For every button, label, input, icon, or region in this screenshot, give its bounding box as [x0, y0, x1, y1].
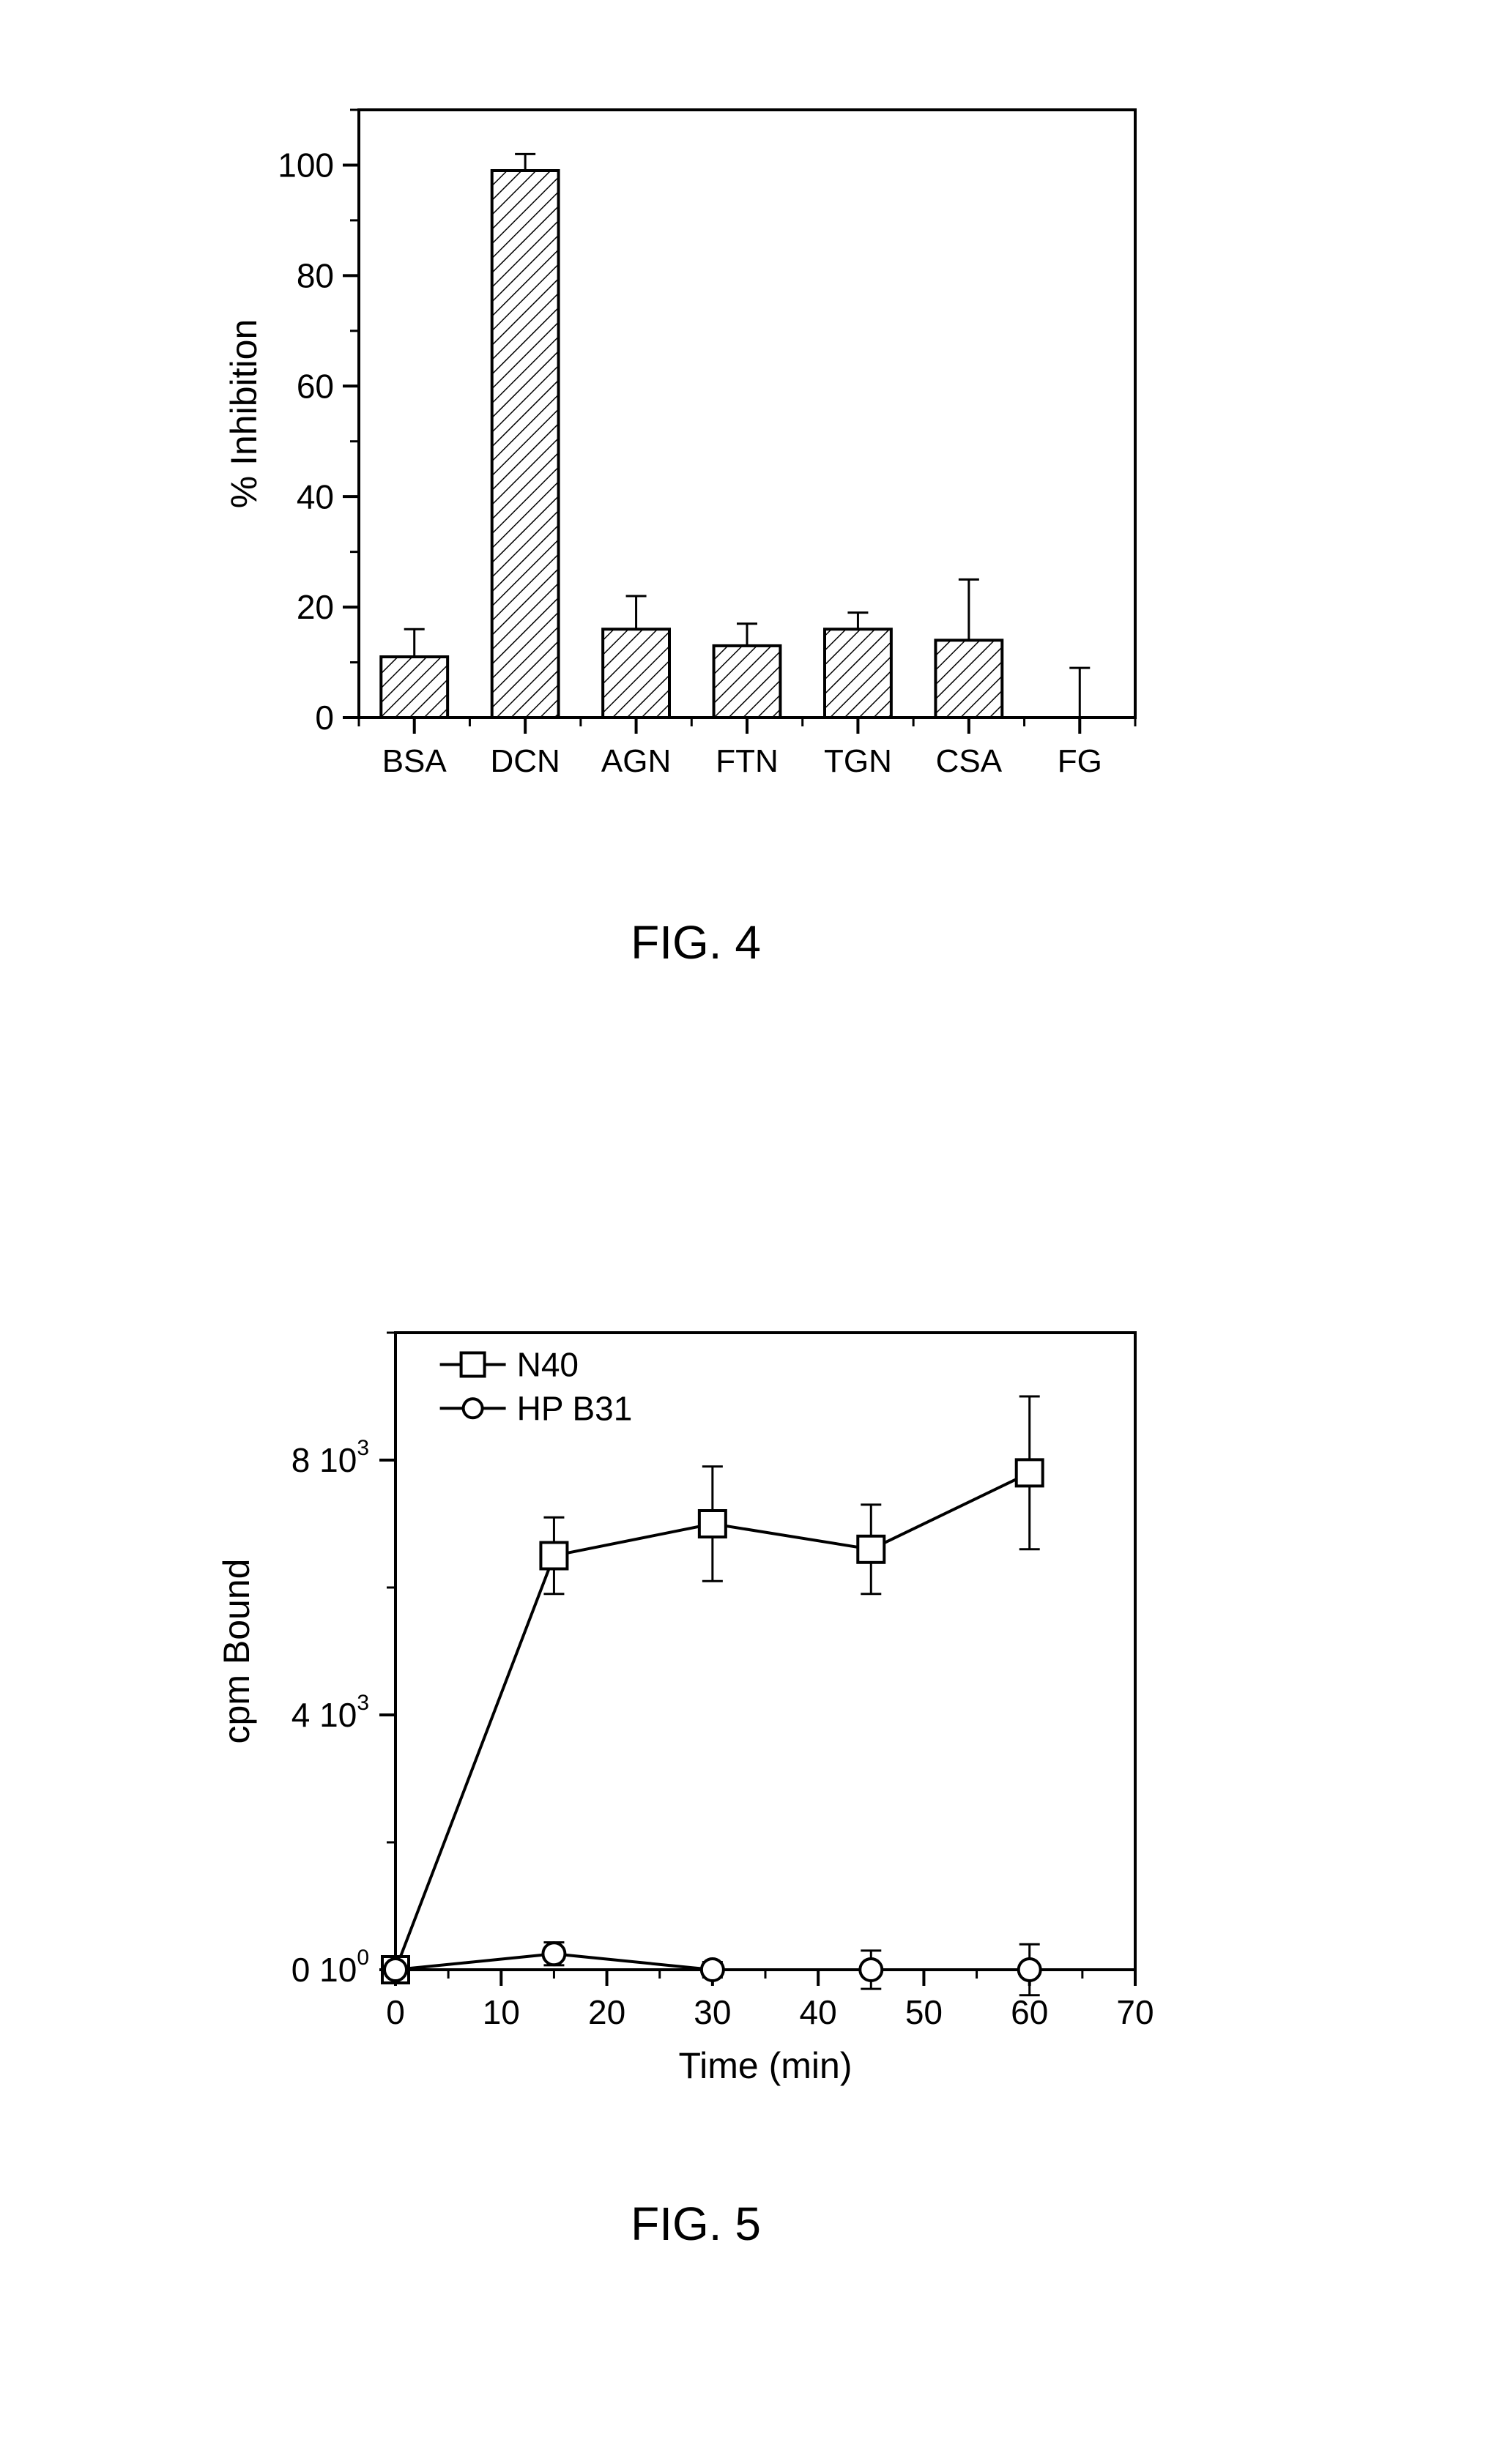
bar [714, 646, 781, 718]
x-tick-label: FG [1058, 743, 1102, 779]
x-tick-label: DCN [490, 743, 560, 779]
figure-5: 0 10 20 30 40 50 60 70 Time (min) 0 100 4 103 8 103… [190, 1289, 1201, 2167]
x-tick-label: FTN [716, 743, 779, 779]
bar [935, 640, 1002, 718]
x-tick-label: 30 [694, 1993, 731, 2031]
bar-chart: 0 20 40 60 80 100 % Inhibition BSA DCN AGN FTN TGN C… [190, 81, 1201, 893]
y-tick-label: 40 [297, 477, 334, 515]
bar [825, 629, 891, 718]
x-tick-label: 40 [800, 1993, 837, 2031]
square-marker-icon [858, 1536, 884, 1563]
square-marker-icon [699, 1511, 726, 1537]
x-tick-label: TGN [824, 743, 892, 779]
bar [492, 171, 559, 718]
x-tick-label: 50 [905, 1993, 943, 2031]
bar [381, 657, 447, 718]
y-tick-label: 20 [297, 588, 334, 626]
square-marker-icon [541, 1543, 567, 1569]
y-tick-label: 8 103 [291, 1436, 369, 1479]
figure-4-caption: FIG. 4 [190, 915, 1201, 969]
figure-4: 0 20 40 60 80 100 % Inhibition BSA DCN AGN FTN TGN C… [190, 81, 1201, 893]
x-tick-label: AGN [601, 743, 671, 779]
legend-label: N40 [517, 1346, 579, 1384]
x-axis-label: Time (min) [678, 2045, 852, 2086]
y-tick-label: 4 103 [291, 1691, 369, 1734]
square-marker-icon [1017, 1459, 1043, 1486]
circle-marker-icon [702, 1959, 724, 1981]
x-tick-label: 60 [1011, 1993, 1048, 2031]
bar [603, 629, 669, 718]
figure-5-caption: FIG. 5 [190, 2197, 1201, 2251]
y-tick-label: 0 [315, 699, 334, 737]
y-axis-label: cpm Bound [216, 1559, 257, 1744]
y-tick-label: 60 [297, 367, 334, 405]
line-chart: 0 10 20 30 40 50 60 70 Time (min) 0 100 4 103 8 103… [190, 1289, 1201, 2167]
x-tick-label: 20 [588, 1993, 625, 2031]
square-marker-icon [461, 1353, 485, 1377]
y-tick-label: 80 [297, 256, 334, 294]
legend-label: HP B31 [517, 1389, 633, 1427]
y-axis-label: % Inhibition [223, 319, 264, 509]
circle-marker-icon [464, 1399, 483, 1418]
x-tick-label: 10 [483, 1993, 520, 2031]
y-tick-label: 0 100 [291, 1946, 369, 1989]
circle-marker-icon [860, 1959, 882, 1981]
circle-marker-icon [1019, 1959, 1041, 1981]
x-tick-label: CSA [936, 743, 1003, 779]
x-tick-label: BSA [382, 743, 447, 779]
x-tick-label: 0 [386, 1993, 405, 2031]
x-tick-label: 70 [1116, 1993, 1154, 2031]
circle-marker-icon [543, 1943, 565, 1965]
circle-marker-icon [385, 1959, 406, 1981]
y-tick-label: 100 [278, 146, 334, 185]
